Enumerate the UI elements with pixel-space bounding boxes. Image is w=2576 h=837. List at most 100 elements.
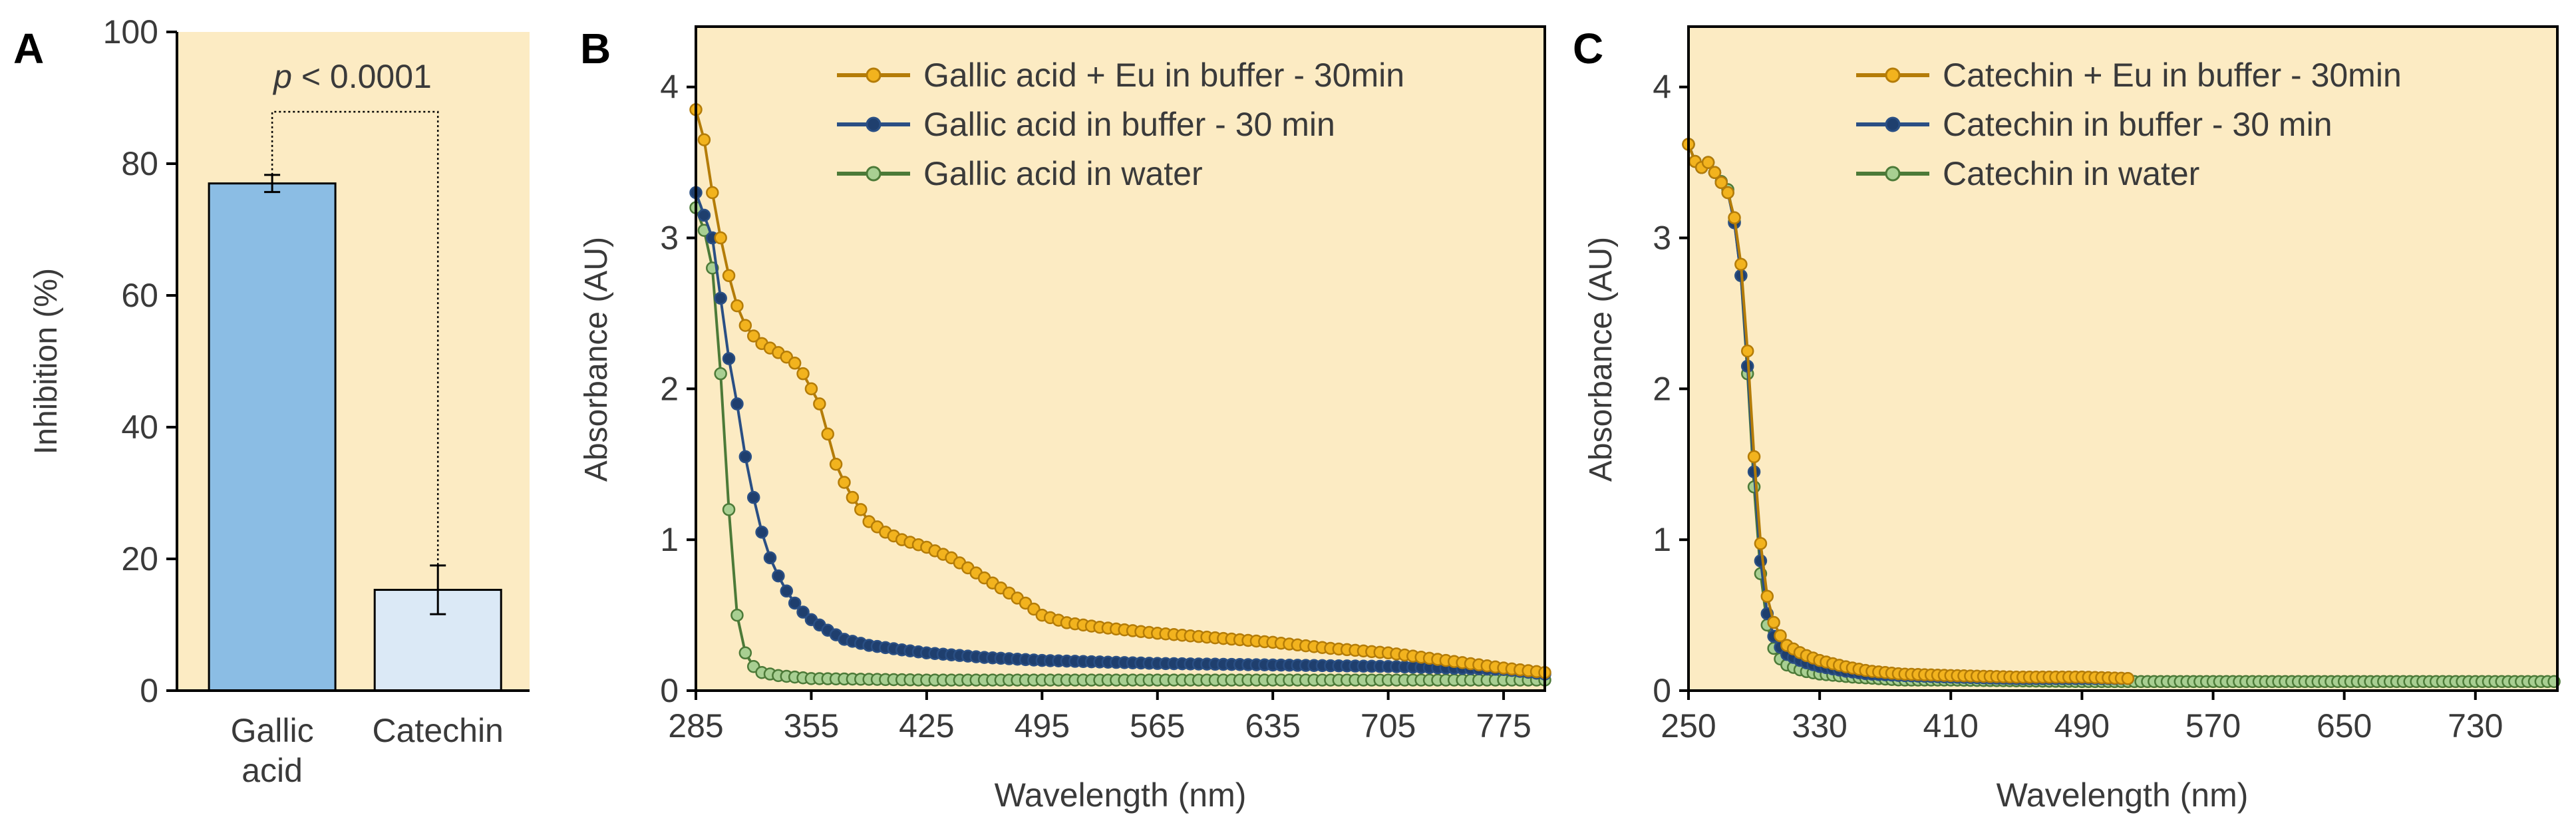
panel-b-line-chart: B 0 1 2 3 4 285 355 425 495 565 635 705 775 Wavelen… [579,25,1551,814]
panel-b-data-point [714,291,727,305]
panel-b-x-ticks: 285 355 425 495 565 635 705 775 [668,691,1531,745]
panel-b-x-tick-label: 355 [784,707,839,745]
panel-b-data-point [821,427,834,441]
panel-b-data-point [854,503,868,516]
panel-c-y-tick-label: 4 [1653,69,1671,106]
panel-b-data-point [738,450,752,464]
panel-c-legend-swatch-marker [1885,67,1901,83]
panel-c-data-point [1728,211,1741,225]
panel-b-data-point [788,596,802,610]
panel-c-frame [1687,25,2559,692]
panel-a-letter: A [13,25,44,73]
panel-a-y-axis-label: Inhibition (%) [29,268,64,454]
panel-c-legend-label: Catechin in buffer - 30 min [1943,106,2333,143]
panel-c-legend: Catechin + Eu in buffer - 30min Catechin … [1856,57,2402,192]
panel-c-data-point [1754,537,1768,550]
panel-c-x-tick-label: 650 [2317,707,2372,745]
panel-a-y-tick-label: 20 [121,540,158,578]
panel-c-data-point [1767,615,1780,629]
panel-b-series-water [689,201,1551,687]
panel-c-x-tick-label: 330 [1792,707,1847,745]
panel-b-data-point [706,186,719,200]
panel-b-frame [695,25,1546,692]
panel-c-data-point [1708,166,1722,180]
panel-a-y-tick-label: 60 [121,277,158,314]
panel-c-y-axis-label: Absorbance (AU) [1583,237,1619,482]
panel-c-line-chart: C 0 1 2 3 4 250 330 410 490 570 650 730 Wavelength… [1573,25,2561,814]
panel-c-x-tick-label: 410 [1923,707,1979,745]
panel-b-data-point [722,269,736,282]
panel-a-y-tick-label: 40 [121,409,158,446]
panel-b-x-tick-label: 565 [1130,707,1185,745]
panel-b-data-point [697,133,711,146]
panel-a-category-label: Gallic [231,712,314,749]
panel-b-data-point [804,382,818,396]
panel-b-legend-swatch-marker [866,67,882,83]
panel-c-series [1682,138,2561,689]
panel-b-letter: B [580,25,611,73]
panel-b-data-point [738,646,752,660]
panel-c-legend-label: Catechin in water [1943,155,2199,192]
panel-b-legend-label: Gallic acid + Eu in buffer - 30min [923,57,1404,94]
panel-b-legend-label: Gallic acid in buffer - 30 min [923,106,1335,143]
panel-b-data-point [763,551,777,565]
panel-b-y-tick-label: 3 [660,220,679,257]
panel-b-legend-swatch-marker [866,166,882,182]
panel-b-data-point [780,584,794,598]
panel-b-data-point [722,503,736,516]
panel-b-data-point [796,605,810,619]
panel-b-legend-swatch-marker [866,116,882,132]
panel-c-data-point [1740,344,1754,358]
panel-c-data-point [1714,176,1728,190]
panel-b-data-point [730,299,744,313]
panel-b-y-tick-label: 0 [660,672,679,709]
panel-c-x-ticks: 250 330 410 490 570 650 730 [1661,691,2503,745]
panel-a-y-tick-label: 100 [103,13,158,51]
panel-c-data-point [1774,629,1787,643]
panel-a-category-label: Catechin [373,712,504,749]
panel-c-x-tick-label: 490 [2054,707,2110,745]
panel-a-category-label: acid [242,752,303,789]
panel-a-y-tick-label: 80 [121,145,158,182]
panel-c-data-point [1734,257,1748,271]
panel-b-x-tick-label: 495 [1015,707,1070,745]
panel-b-data-point [796,367,810,381]
panel-b-y-tick-label: 4 [660,69,679,106]
bar-gallic-acid [208,182,337,692]
panel-b-y-tick-label: 1 [660,521,679,558]
panel-b-legend-label: Gallic acid in water [923,155,1203,192]
panel-b-data-point [746,329,760,343]
panel-b-data-point [846,490,860,504]
panel-b-data-point [746,490,760,504]
panel-b-x-axis-label: Wavelength (nm) [995,776,1247,814]
panel-c-y-tick-label: 1 [1653,521,1671,558]
panel-c-legend-swatch-marker [1885,116,1901,132]
panel-b-data-point [755,526,768,539]
panel-c-data-point [1760,589,1774,603]
panel-c-y-tick-label: 3 [1653,220,1671,257]
panel-c-y-tick-label: 0 [1653,672,1671,709]
panel-c-letter: C [1573,25,1603,73]
panel-b-x-tick-label: 705 [1361,707,1416,745]
panel-c-y-tick-label: 2 [1653,370,1671,407]
panel-b-data-point [714,367,727,381]
panel-a-significance: p < 0.0001 [271,58,439,566]
p-value-text: < 0.0001 [292,58,432,95]
panel-b-x-tick-label: 285 [668,707,723,745]
panel-c-data-point [1721,186,1734,200]
panel-a-bars [208,174,502,692]
panel-b-legend: Gallic acid + Eu in buffer - 30min Gallic… [837,57,1404,192]
panel-c-plot-area [1689,27,2557,691]
panel-b-series [689,103,1551,687]
panel-b-x-tick-label: 425 [899,707,954,745]
panel-a-y-ticks: 0 20 40 60 80 100 [103,13,177,709]
panel-b-y-tick-label: 2 [660,370,679,407]
panel-b-x-tick-label: 635 [1245,707,1300,745]
panel-b-y-ticks: 0 1 2 3 4 [660,69,696,709]
panel-b-data-point [829,458,843,471]
panel-b-series-eu [689,103,1551,679]
panel-c-data-point [1747,450,1761,464]
